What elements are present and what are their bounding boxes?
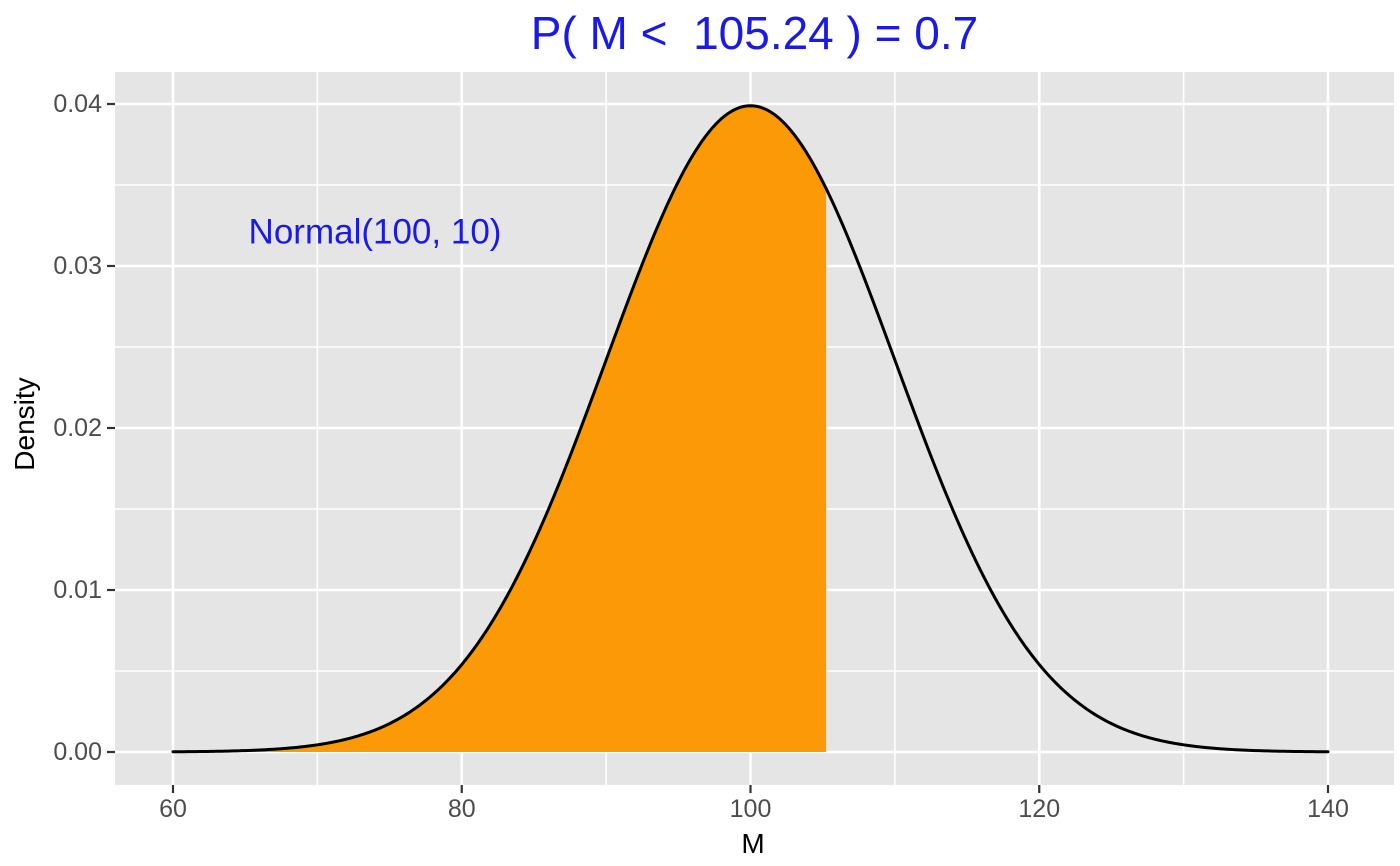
x-axis-title: M — [741, 828, 765, 859]
y-tick-label: 0.00 — [53, 738, 102, 766]
x-tick-label: 80 — [447, 795, 476, 823]
y-tick-label: 0.03 — [53, 252, 102, 280]
x-tick-label: 140 — [1307, 795, 1349, 823]
density-curve — [171, 104, 1330, 754]
distribution-annotation: Normal(100, 10) — [248, 212, 502, 252]
y-tick-label: 0.01 — [53, 576, 102, 604]
x-tick-label: 100 — [729, 795, 772, 823]
y-tick-label: 0.02 — [53, 414, 102, 442]
x-tick-label: 120 — [1018, 795, 1061, 823]
y-tick-label: 0.04 — [53, 90, 102, 118]
plot-title: P( M < 105.24 ) = 0.7 — [530, 7, 979, 59]
x-tick-label: 60 — [159, 795, 187, 823]
shaded-probability-area — [173, 105, 827, 752]
